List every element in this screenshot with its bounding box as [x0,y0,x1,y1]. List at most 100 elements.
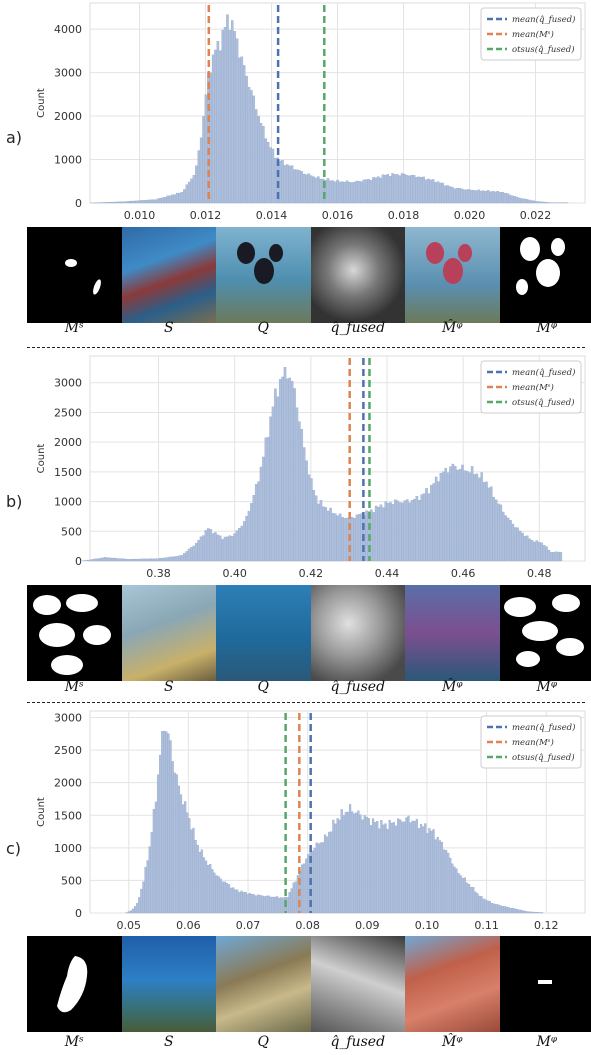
thumbnail-strip-b [27,585,591,681]
histogram-bar [341,181,344,204]
histogram-bar [307,474,311,562]
histogram-bar [559,552,563,562]
x-tick-label: 0.05 [117,919,142,932]
x-tick-label: 0.08 [295,919,320,932]
legend-label: otsus(q̂_fused) [512,44,575,55]
histogram-bar [386,174,390,204]
y-tick-label: 2000 [54,436,82,449]
caption-predicted-mask: M̂ᵠ [441,320,463,336]
histogram-bar [466,470,469,562]
histogram-bar [498,192,502,204]
caption-support-image: S [163,320,174,336]
query-mask-thumbnail [499,227,591,323]
histogram-bar [101,202,105,204]
histogram-bar [199,536,203,562]
histogram-bar [271,896,274,914]
histogram-bar [415,177,418,204]
histogram-bar [235,38,239,204]
x-tick-label: 0.46 [451,567,476,580]
histogram-bar [133,906,137,914]
y-tick-label: 1000 [54,842,82,855]
histogram-bar [130,558,133,562]
histogram-bar [348,182,351,204]
histogram-bar [357,181,361,204]
histogram-bar [503,192,507,204]
histogram-bar [96,558,100,562]
histogram-bar [278,897,281,914]
histogram-bar [115,558,119,562]
histogram-bar [460,188,464,204]
histogram-bar [477,189,480,204]
histogram-bar [177,785,181,914]
histogram-bar [528,538,531,562]
histogram-bar [300,428,304,562]
histogram-bar [214,49,217,204]
histogram-bar [382,824,385,914]
y-tick-label: 1000 [54,154,82,167]
histogram-bar [374,177,378,204]
histogram-bar [159,198,162,204]
histogram-bar [165,731,168,914]
histogram-bar [542,201,545,204]
histogram-bar [429,179,433,204]
legend-label: mean(q̂_fused) [512,722,575,733]
histogram-bar [149,199,153,204]
histogram-bar [227,884,231,914]
histogram-bar [147,199,150,204]
histogram-bar [302,447,306,562]
histogram-bar [315,842,318,914]
y-axis-label: Count [36,444,47,474]
histogram-bar [472,887,475,914]
histogram-bar [422,826,425,914]
histogram-bar [478,477,481,562]
histogram-bar [214,532,217,562]
histogram-bar [211,869,214,914]
histogram-bar [490,486,493,562]
histogram-bar [537,201,540,204]
histogram-bar [185,184,189,204]
histogram-bar [111,201,114,204]
histogram-bar [333,181,337,204]
histogram-bar [338,513,342,562]
histogram-bar [446,472,450,562]
y-tick-label: 1000 [54,496,82,509]
caption-query-image: Q [257,679,269,695]
histogram-bar [173,772,176,914]
histogram-bar [472,190,476,204]
histogram-bar [507,907,510,914]
histogram-bar [465,882,469,914]
histogram-bar [350,182,354,204]
histogram-bar [317,503,320,562]
caption-support-mask: Mˢ [64,320,84,336]
histogram-bar [355,514,359,562]
histogram-bar [345,180,349,204]
histogram-bar [525,199,528,204]
caption-fused-map: q̂_fused [330,679,386,695]
histogram-bar [209,529,212,562]
x-tick-label: 0.09 [355,919,380,932]
histogram-bar [484,190,488,204]
histogram-bar [144,558,148,562]
histogram-bar [106,202,110,204]
y-tick-label: 0 [75,555,82,568]
histogram-bar [412,175,416,204]
histogram-bar [140,888,143,914]
y-tick-label: 4000 [54,23,82,36]
histogram-bar [156,774,160,914]
histogram-bar [396,818,400,914]
histogram-bar [303,863,306,914]
x-tick-label: 0.020 [454,209,486,222]
histogram-bar [178,555,181,562]
histogram-bar [242,891,245,914]
histogram-bar [458,468,462,562]
histogram-bar [484,899,487,914]
x-tick-label: 0.014 [256,209,288,222]
legend-label: mean(Mˢ) [512,737,554,748]
histogram-bar [343,181,346,204]
histogram-bar [475,473,479,562]
histogram-bar [326,178,330,204]
x-tick-label: 0.44 [375,567,400,580]
histogram-bar [156,198,160,204]
fused-query-map-thumbnail [310,936,405,1032]
x-tick-label: 0.016 [322,209,354,222]
